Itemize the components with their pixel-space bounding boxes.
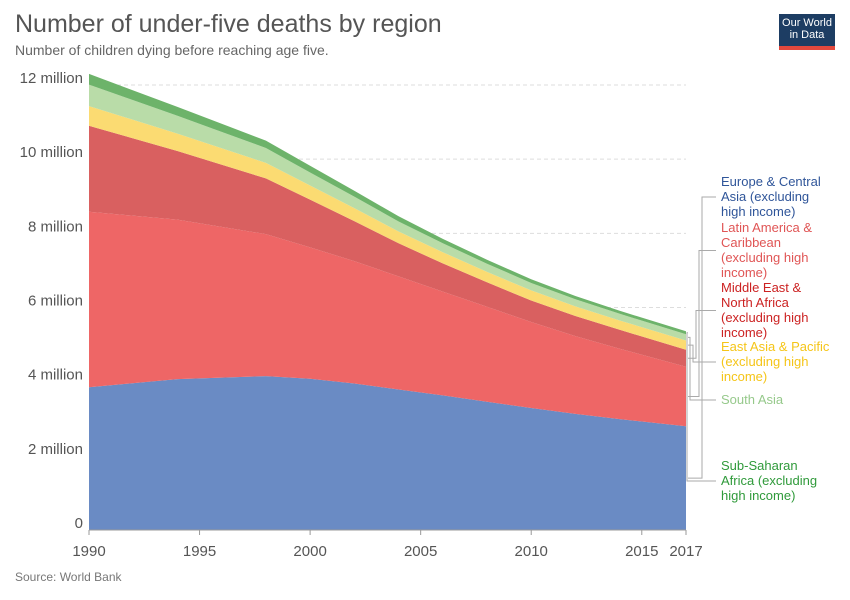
- legend-connector: [688, 310, 716, 359]
- x-tick-label: 2017: [669, 543, 702, 560]
- legend-label[interactable]: Europe & Central Asia (excluding high inco…: [721, 174, 821, 219]
- chart-title: Number of under-five deaths by region: [15, 10, 442, 38]
- source-note: Source: World Bank: [15, 570, 122, 584]
- legend-label[interactable]: Latin America & Caribbean (excluding high i…: [721, 220, 812, 280]
- owid-logo[interactable]: Our World in Data: [779, 14, 835, 50]
- legend-label-line: (excluding high: [721, 310, 808, 325]
- legend-label-line: income): [721, 265, 767, 280]
- legend-label-line: South Asia: [721, 392, 784, 407]
- y-tick-label: 12 million: [20, 70, 83, 87]
- y-tick-label: 0: [75, 515, 83, 532]
- legend-label-line: North Africa: [721, 295, 790, 310]
- legend-label[interactable]: Middle East & North Africa (excluding high…: [721, 280, 808, 340]
- legend-connector: [688, 250, 716, 397]
- legend: Europe & Central Asia (excluding high inco…: [686, 174, 830, 503]
- legend-label-line: (excluding high: [721, 354, 808, 369]
- area-series-0[interactable]: [89, 376, 686, 530]
- legend-label-line: Caribbean: [721, 235, 781, 250]
- legend-label-line: Europe & Central: [721, 174, 821, 189]
- area-series-4[interactable]: [89, 84, 686, 341]
- y-tick-label: 6 million: [28, 293, 83, 310]
- logo-line-2: in Data: [789, 29, 825, 41]
- legend-label-line: income): [721, 325, 767, 340]
- x-tick-label: 2005: [404, 543, 437, 560]
- y-tick-label: 10 million: [20, 144, 83, 161]
- legend-label-line: Sub-Saharan: [721, 458, 798, 473]
- legend-label-line: high income): [721, 204, 795, 219]
- area-series-3[interactable]: [89, 106, 686, 350]
- y-tick-label: 8 million: [28, 218, 83, 235]
- area-series-1[interactable]: [89, 211, 686, 427]
- area-series-5[interactable]: [89, 73, 686, 335]
- legend-label-line: high income): [721, 488, 795, 503]
- legend-connector: [688, 196, 716, 479]
- x-tick-label: 1995: [183, 543, 216, 560]
- legend-label-line: (excluding high: [721, 250, 808, 265]
- area-series: [89, 73, 686, 530]
- chart-subtitle: Number of children dying before reaching…: [15, 42, 329, 58]
- x-tick-label: 2000: [293, 543, 326, 560]
- legend-label[interactable]: East Asia & Pacific (excluding high income…: [721, 339, 830, 384]
- legend-label[interactable]: Sub-Saharan Africa (excluding high income): [721, 458, 817, 503]
- legend-connector: [686, 332, 716, 482]
- legend-label-line: East Asia & Pacific: [721, 339, 830, 354]
- x-tick-label: 1990: [72, 543, 105, 560]
- legend-label-line: Africa (excluding: [721, 473, 817, 488]
- axes: 0 2 million 4 million 6 million 8 million 10 …: [20, 70, 703, 560]
- x-tick-label: 2010: [515, 543, 548, 560]
- legend-label-line: Latin America &: [721, 220, 812, 235]
- legend-label-line: Asia (excluding: [721, 189, 809, 204]
- legend-connector: [688, 336, 716, 401]
- logo-line-1: Our World: [782, 17, 832, 29]
- legend-label[interactable]: South Asia: [721, 392, 784, 407]
- y-tick-label: 2 million: [28, 441, 83, 458]
- legend-label-line: Middle East &: [721, 280, 802, 295]
- legend-label-line: income): [721, 369, 767, 384]
- y-tick-label: 4 million: [28, 367, 83, 384]
- area-series-2[interactable]: [89, 125, 686, 367]
- x-tick-label: 2015: [625, 543, 658, 560]
